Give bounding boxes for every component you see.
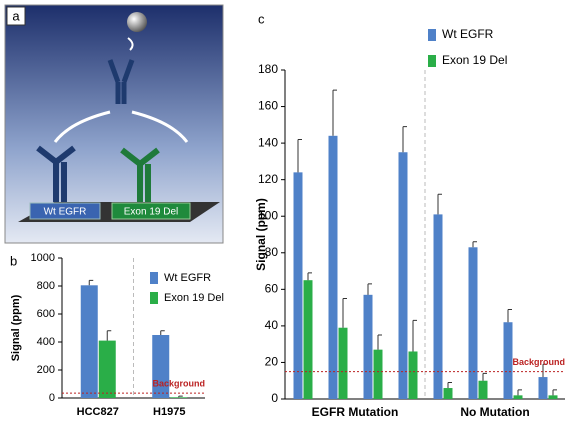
legend-label: Wt EGFR	[442, 27, 494, 41]
bar	[303, 280, 313, 399]
y-tick-label: 40	[265, 318, 279, 332]
antibody	[107, 59, 135, 104]
y-axis-label: Signal (ppm)	[10, 294, 22, 361]
panel-label: b	[10, 253, 17, 268]
x-tick-label: H1975	[153, 406, 185, 418]
y-tick-label: 200	[37, 364, 55, 376]
bar	[468, 247, 478, 399]
error-bar	[402, 126, 407, 153]
y-tick-label: 120	[258, 172, 278, 186]
error-bar	[332, 89, 337, 136]
y-tick-label: 600	[37, 308, 55, 320]
bar	[433, 214, 443, 399]
panel-label: c	[258, 11, 265, 26]
panel-label: a	[12, 8, 20, 23]
bar	[363, 294, 373, 399]
bar	[478, 380, 488, 399]
y-tick-label: 0	[49, 392, 55, 404]
bar	[398, 152, 408, 399]
bar	[152, 335, 170, 398]
bar	[328, 135, 338, 400]
panel-label-box	[6, 6, 26, 26]
error-bar	[377, 334, 382, 350]
error-bar	[367, 283, 372, 295]
pad	[29, 202, 101, 220]
y-tick-label: 400	[37, 336, 55, 348]
y-tick-label: 140	[258, 135, 278, 149]
error-bar	[160, 330, 165, 335]
bar	[408, 351, 418, 399]
legend-swatch	[150, 292, 158, 304]
error-bar	[472, 241, 477, 248]
arrows	[53, 110, 189, 143]
y-tick-label: 100	[258, 208, 278, 222]
arrow	[127, 37, 134, 51]
y-tick-label: 20	[265, 355, 279, 369]
error-bar	[307, 272, 312, 281]
y-tick-label: 60	[265, 282, 279, 296]
error-bar	[342, 297, 347, 328]
error-bar	[106, 330, 112, 341]
bar	[170, 397, 188, 398]
group-label: EGFR Mutation	[312, 405, 399, 419]
error-bar	[297, 138, 302, 173]
annotation: Background	[152, 378, 205, 388]
error-bar	[412, 319, 417, 352]
x-tick-label: HCC827	[77, 406, 119, 418]
error-bar	[88, 279, 94, 286]
legend-label: Wt EGFR	[164, 272, 211, 284]
error-bar	[552, 389, 557, 396]
y-axis-label: Signal (ppm)	[254, 198, 268, 271]
legend-swatch	[428, 55, 436, 67]
pad-label: Exon 19 Del	[124, 207, 178, 218]
error-bar	[507, 308, 512, 323]
legend-label: Exon 19 Del	[164, 292, 224, 304]
bar	[293, 172, 303, 399]
diagram: a Wt EGFR Exon 19 Del	[4, 4, 224, 244]
bar	[98, 340, 116, 398]
bar	[548, 395, 558, 399]
bar	[503, 322, 513, 399]
error-bar	[482, 372, 487, 381]
y-tick-label: 1000	[31, 252, 55, 264]
bar	[373, 349, 383, 399]
receptor	[36, 145, 76, 202]
pad-label: Wt EGFR	[44, 207, 87, 218]
bar	[80, 285, 98, 398]
y-tick-label: 80	[265, 245, 279, 259]
y-tick-label: 180	[258, 62, 278, 76]
y-tick-label: 800	[37, 280, 55, 292]
error-bar	[517, 389, 522, 396]
group-label: No Mutation	[460, 405, 529, 419]
y-tick-label: 0	[271, 391, 278, 405]
bead	[127, 12, 147, 32]
bar	[443, 388, 453, 399]
error-bar	[178, 395, 183, 398]
legend-swatch	[150, 272, 158, 284]
legend-label: Exon 19 Del	[442, 53, 507, 67]
bar	[538, 377, 548, 399]
error-bar	[447, 382, 452, 389]
annotation: Background	[512, 357, 565, 367]
y-tick-label: 160	[258, 99, 278, 113]
bar	[338, 327, 348, 399]
receptor	[120, 147, 160, 204]
pad	[111, 202, 191, 220]
legend-swatch	[428, 29, 436, 41]
bar	[513, 395, 523, 399]
error-bar	[542, 363, 547, 378]
error-bar	[437, 193, 442, 215]
